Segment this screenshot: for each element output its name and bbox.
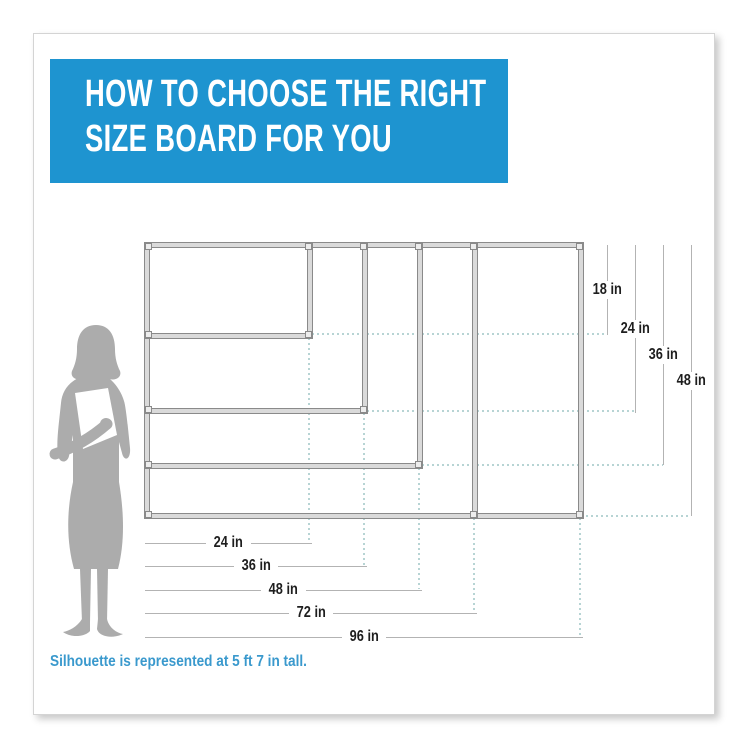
- dim-line-segment: [278, 565, 367, 567]
- width-dimension-96in: 96 in: [145, 627, 583, 647]
- board-frame-24x18: [145, 243, 312, 338]
- dim-line-segment: [690, 245, 692, 372]
- dim-line-segment: [690, 389, 692, 516]
- frame-corner-cap: [145, 243, 152, 250]
- title-banner: HOW TO CHOOSE THE RIGHT SIZE BOARD FOR YO…: [50, 59, 508, 183]
- dim-line-segment: [662, 245, 664, 346]
- frame-corner-cap: [145, 461, 152, 468]
- dim-line-segment: [634, 245, 636, 320]
- frame-corner-cap: [305, 331, 312, 338]
- guide-dotted-horizontal: [312, 333, 607, 335]
- dim-label: 72 in: [296, 604, 326, 621]
- frame-corner-cap: [145, 406, 152, 413]
- frame-corner-cap: [360, 243, 367, 250]
- guide-dotted-vertical: [418, 468, 420, 589]
- dim-line-segment: [606, 245, 608, 281]
- guide-dotted-vertical: [473, 518, 475, 612]
- dim-line-segment: [145, 565, 234, 567]
- page-title: HOW TO CHOOSE THE RIGHT SIZE BOARD FOR YO…: [50, 59, 508, 162]
- silhouette-note-text: Silhouette is represented at 5 ft 7 in t…: [50, 653, 307, 670]
- dim-label: 24 in: [213, 534, 244, 551]
- dim-label: 18 in: [592, 281, 622, 298]
- dim-line-segment: [634, 338, 636, 413]
- dim-label: 36 in: [241, 557, 271, 574]
- width-dimension-24in: 24 in: [145, 533, 312, 553]
- dim-line-segment: [305, 589, 422, 591]
- guide-dotted-horizontal: [367, 410, 635, 412]
- width-dimension-72in: 72 in: [145, 603, 477, 623]
- guide-dotted-vertical: [363, 413, 365, 565]
- dim-label: 36 in: [648, 346, 678, 363]
- height-dimension-36in: 36 in: [641, 245, 685, 465]
- height-dimension-18in: 18 in: [585, 245, 629, 335]
- frame-corner-cap: [576, 511, 583, 518]
- width-dimension-36in: 36 in: [145, 556, 367, 576]
- dim-label: 24 in: [620, 320, 650, 337]
- dim-line-segment: [145, 612, 289, 614]
- frame-corner-cap: [145, 511, 152, 518]
- dim-label: 48 in: [676, 371, 706, 389]
- guide-dotted-horizontal: [422, 464, 663, 466]
- width-dimension-48in: 48 in: [145, 580, 422, 600]
- frame-corner-cap: [305, 243, 312, 250]
- dim-label: 48 in: [268, 581, 299, 598]
- dim-line-segment: [606, 299, 608, 335]
- frame-corner-cap: [470, 511, 477, 518]
- frame-corner-cap: [470, 243, 477, 250]
- person-silhouette: [49, 325, 131, 637]
- frame-corner-cap: [145, 331, 152, 338]
- dim-line-segment: [333, 612, 477, 614]
- guide-dotted-vertical: [579, 518, 581, 636]
- title-line-1: HOW TO CHOOSE THE RIGHT: [85, 73, 487, 115]
- frame-corner-cap: [576, 243, 583, 250]
- dim-line-segment: [145, 636, 342, 638]
- dim-label: 96 in: [349, 628, 379, 645]
- frame-corner-cap: [360, 406, 367, 413]
- silhouette-note: Silhouette is represented at 5 ft 7 in t…: [50, 653, 352, 671]
- frame-corner-cap: [415, 461, 422, 468]
- dim-line-segment: [145, 589, 262, 591]
- frame-corner-cap: [415, 243, 422, 250]
- dim-line-segment: [145, 542, 207, 544]
- dim-line-segment: [662, 364, 664, 465]
- height-dimension-24in: 24 in: [613, 245, 657, 413]
- guide-dotted-horizontal: [586, 515, 691, 517]
- height-dimension-48in: 48 in: [669, 245, 713, 516]
- title-line-2: SIZE BOARD FOR YOU: [85, 118, 392, 160]
- guide-dotted-vertical: [308, 338, 310, 542]
- dim-line-segment: [386, 636, 583, 638]
- dim-line-segment: [250, 542, 312, 544]
